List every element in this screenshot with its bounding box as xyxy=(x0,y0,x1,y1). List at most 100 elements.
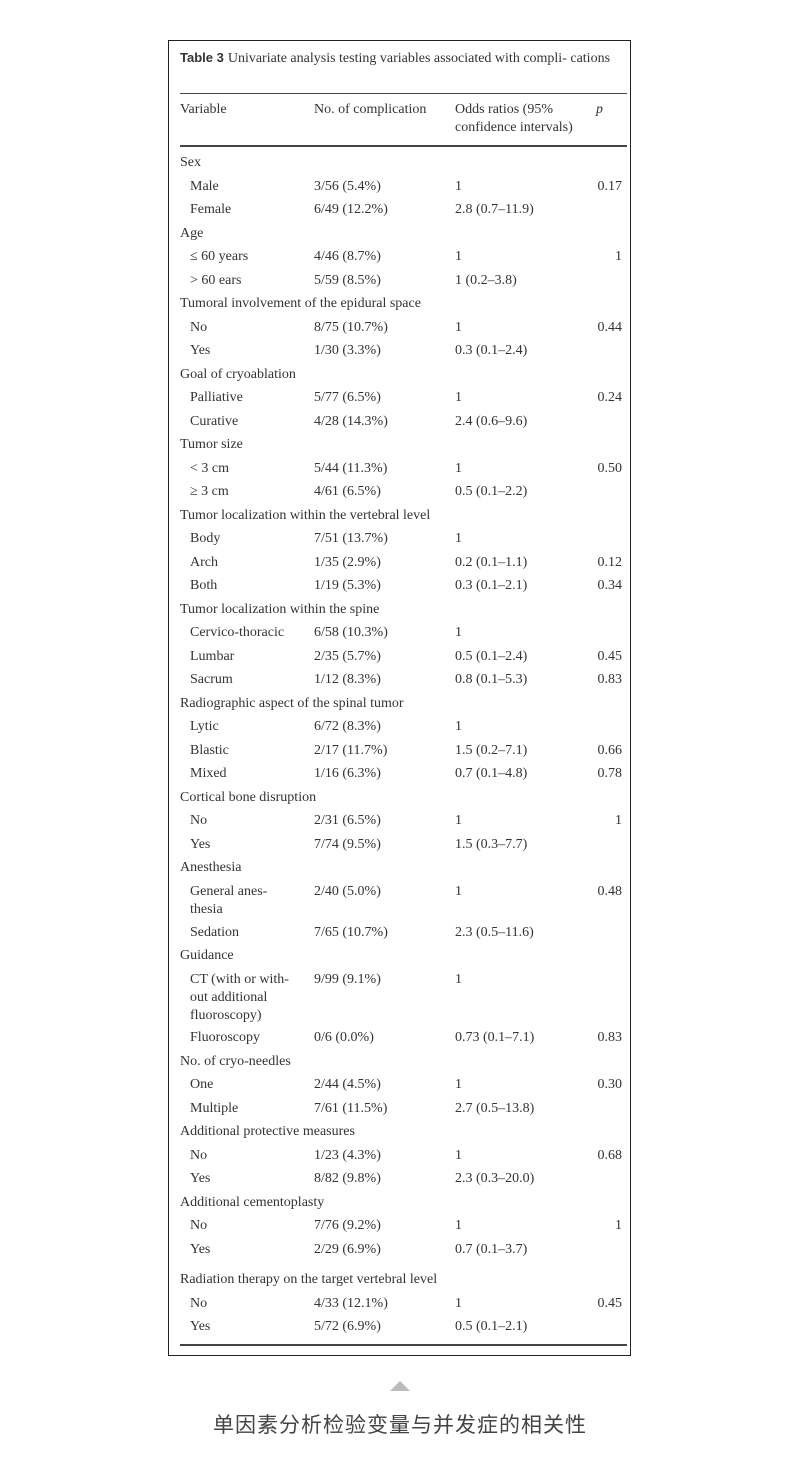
row-variable: Cervico-thoracic xyxy=(190,625,285,640)
row-complications: 2/40 (5.0%) xyxy=(314,883,381,899)
row-complications: 7/74 (9.5%) xyxy=(314,836,381,852)
row-variable: ≥ 3 cm xyxy=(190,484,229,499)
row-odds-ratio: 0.5 (0.1–2.2) xyxy=(455,484,528,499)
group-label: Sex xyxy=(180,155,201,170)
row-variable: Yes xyxy=(190,343,211,358)
header-no: No. of complication xyxy=(314,102,427,117)
row-complications: 5/44 (11.3%) xyxy=(314,460,388,476)
group-label: Anesthesia xyxy=(180,860,242,875)
row-complications: 1/12 (8.3%) xyxy=(314,672,381,687)
row-odds-ratio: 1 xyxy=(455,178,462,194)
row-p-value: 0.45 xyxy=(597,1295,623,1311)
table-3: Table 3 Univariate analysis testing varia… xyxy=(168,40,631,1356)
row-variable: Yes xyxy=(190,836,211,852)
header-p: p xyxy=(596,102,603,117)
row-variable: Mixed xyxy=(190,766,227,781)
row-odds-ratio: 2.8 (0.7–11.9) xyxy=(455,202,534,217)
row-complications: 4/28 (14.3%) xyxy=(314,413,388,429)
row-odds-ratio: 0.3 (0.1–2.1) xyxy=(455,578,528,593)
row-p-value: 0.78 xyxy=(597,766,623,781)
row-variable: Blastic xyxy=(190,742,229,758)
row-odds-ratio: 1 xyxy=(455,531,462,546)
row-complications: 8/75 (10.7%) xyxy=(314,319,388,335)
row-odds-ratio: 1 (0.2–3.8) xyxy=(455,272,517,288)
group-label: Additional protective measures xyxy=(180,1124,355,1139)
row-p-value: 0.44 xyxy=(597,319,623,335)
row-variable: Palliative xyxy=(190,390,243,405)
row-p-value: 1 xyxy=(615,813,622,828)
row-p-value: 0.17 xyxy=(597,178,623,194)
group-label: No. of cryo-needles xyxy=(180,1053,291,1069)
figure-caption: 单因素分析检验变量与并发症的相关性 xyxy=(213,1413,587,1437)
row-complications: 1/19 (5.3%) xyxy=(314,578,381,593)
row-variable: Female xyxy=(190,202,232,217)
row-odds-ratio: 2.3 (0.3–20.0) xyxy=(455,1171,535,1186)
header-rule xyxy=(180,145,627,147)
row-odds-ratio: 0.3 (0.1–2.4) xyxy=(455,343,528,358)
row-odds-ratio: 1 xyxy=(455,971,462,987)
row-complications: 2/35 (5.7%) xyxy=(314,648,381,664)
row-complications: 2/31 (6.5%) xyxy=(314,813,381,828)
group-label: Additional cementoplasty xyxy=(180,1194,325,1210)
row-complications: 4/46 (8.7%) xyxy=(314,249,381,264)
row-odds-ratio: 1 xyxy=(455,249,462,264)
row-odds-ratio: 1 xyxy=(455,1147,462,1163)
group-label: Cortical bone disruption xyxy=(180,789,317,805)
group-label: Age xyxy=(180,225,204,241)
row-complications: 6/58 (10.3%) xyxy=(314,625,388,640)
row-complications: 2/29 (6.9%) xyxy=(314,1241,381,1257)
group-label: Tumoral involvement of the epidural spac… xyxy=(180,296,421,311)
row-variable: > 60 ears xyxy=(190,272,242,288)
group-label: Tumor localization within the vertebral … xyxy=(180,507,431,523)
header-or: Odds ratios (95% confidence intervals) xyxy=(455,102,573,135)
row-p-value: 0.50 xyxy=(597,460,623,476)
row-variable: ≤ 60 years xyxy=(190,249,249,264)
table-caption-text: Univariate analysis testing variables as… xyxy=(227,51,611,66)
row-p-value: 0.83 xyxy=(597,672,623,687)
row-complications: 1/16 (6.3%) xyxy=(314,766,381,781)
row-variable: Yes xyxy=(190,1319,211,1334)
row-variable: Sedation xyxy=(190,924,239,940)
row-odds-ratio: 1 xyxy=(455,1077,462,1092)
row-p-value: 0.83 xyxy=(597,1030,623,1045)
row-odds-ratio: 0.2 (0.1–1.1) xyxy=(455,554,528,570)
row-p-value: 1 xyxy=(615,249,622,264)
row-odds-ratio: 0.7 (0.1–4.8) xyxy=(455,766,528,781)
row-complications: 1/35 (2.9%) xyxy=(314,554,381,570)
row-p-value: 0.48 xyxy=(597,883,623,899)
row-odds-ratio: 1 xyxy=(455,1295,462,1311)
row-complications: 7/76 (9.2%) xyxy=(314,1218,381,1233)
row-complications: 2/17 (11.7%) xyxy=(314,742,388,758)
row-odds-ratio: 2.4 (0.6–9.6) xyxy=(455,413,528,429)
header-variable: Variable xyxy=(180,102,227,117)
row-variable: Body xyxy=(190,531,221,546)
group-label: Radiation therapy on the target vertebra… xyxy=(180,1272,438,1287)
top-rule xyxy=(180,93,627,94)
row-complications: 5/59 (8.5%) xyxy=(314,272,381,288)
row-odds-ratio: 1 xyxy=(455,319,462,335)
row-p-value: 0.30 xyxy=(597,1077,623,1092)
row-odds-ratio: 0.8 (0.1–5.3) xyxy=(455,672,528,687)
row-odds-ratio: 2.7 (0.5–13.8) xyxy=(455,1100,535,1116)
row-complications: 7/65 (10.7%) xyxy=(314,924,388,940)
row-odds-ratio: 1.5 (0.2–7.1) xyxy=(455,742,528,758)
row-odds-ratio: 1 xyxy=(455,390,462,405)
row-odds-ratio: 2.3 (0.5–11.6) xyxy=(455,924,534,940)
row-odds-ratio: 0.5 (0.1–2.1) xyxy=(455,1319,528,1334)
row-complications: 2/44 (4.5%) xyxy=(314,1077,381,1092)
row-variable: Male xyxy=(190,178,219,194)
row-variable: Curative xyxy=(190,413,239,429)
row-odds-ratio: 1 xyxy=(455,460,462,476)
row-odds-ratio: 1 xyxy=(455,719,462,734)
row-odds-ratio: 0.7 (0.1–3.7) xyxy=(455,1241,528,1257)
row-variable: General anes- thesia xyxy=(190,883,268,917)
row-odds-ratio: 1 xyxy=(455,1218,462,1233)
group-label: Tumor localization within the spine xyxy=(180,601,380,617)
row-variable: Yes xyxy=(190,1171,211,1186)
row-variable: Arch xyxy=(190,554,218,570)
row-complications: 7/61 (11.5%) xyxy=(314,1100,388,1116)
row-odds-ratio: 1 xyxy=(455,625,462,640)
row-complications: 1/30 (3.3%) xyxy=(314,343,381,358)
row-variable: Sacrum xyxy=(190,672,233,687)
row-variable: Lumbar xyxy=(190,648,235,664)
